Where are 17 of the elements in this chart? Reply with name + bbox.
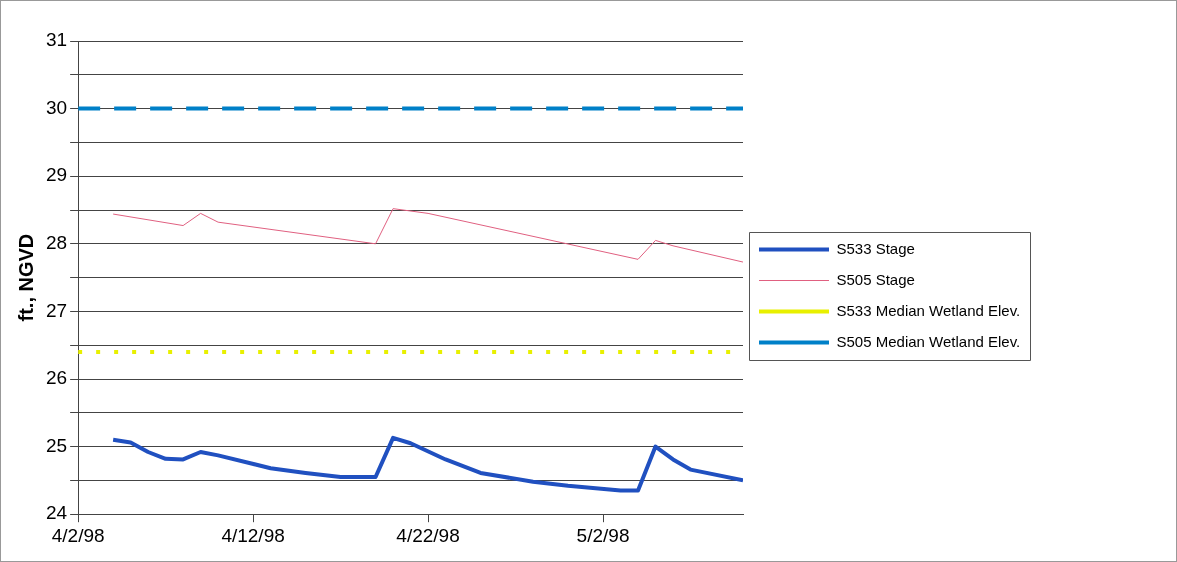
y-tick-label: 24 xyxy=(45,502,68,524)
y-tick-label: 31 xyxy=(45,29,68,51)
legend-label: S533 Median Wetland Elev. xyxy=(836,301,1021,319)
y-tick-label: 28 xyxy=(45,232,68,254)
y-tick-label: 30 xyxy=(45,96,68,118)
y-tick-label: 27 xyxy=(45,299,68,321)
x-tick-label: 5/2/98 xyxy=(576,524,630,546)
x-tick-label: 4/2/98 xyxy=(51,524,105,546)
y-axis-title: ft., NGVD xyxy=(14,233,37,322)
y-tick-label: 29 xyxy=(45,164,68,186)
x-tick-label: 4/22/98 xyxy=(396,524,460,546)
x-tick-label: 4/12/98 xyxy=(221,524,285,546)
y-tick-label: 25 xyxy=(45,434,68,456)
y-tick-label: 26 xyxy=(45,367,68,389)
legend-label: S533 Stage xyxy=(836,239,915,257)
legend-label: S505 Stage xyxy=(836,270,915,288)
legend-label: S505 Median Wetland Elev. xyxy=(836,332,1021,350)
